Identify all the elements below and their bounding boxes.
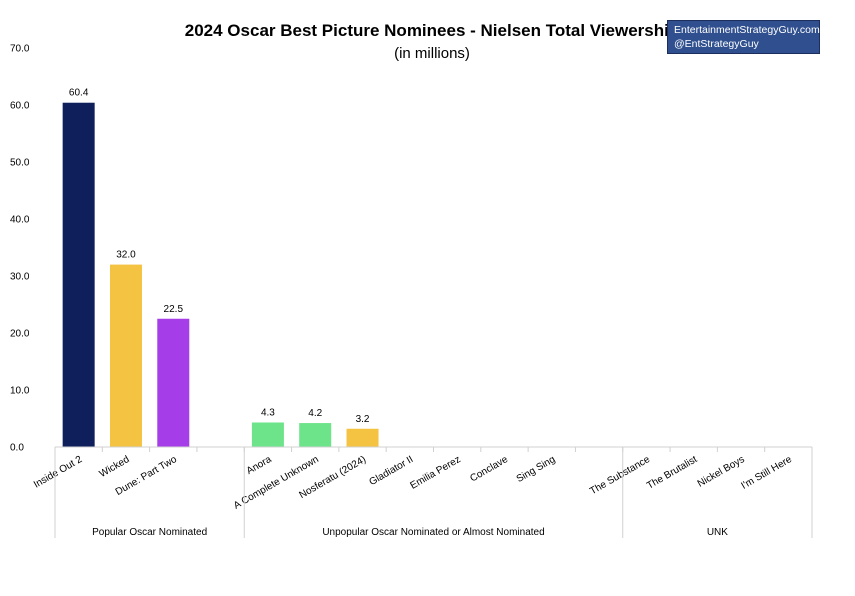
y-tick-label: 20.0 bbox=[10, 329, 30, 340]
group-axis: Popular Oscar Nominated Unpopular Oscar N… bbox=[54, 447, 813, 538]
group-label: UNK bbox=[707, 527, 728, 538]
data-label: 32.0 bbox=[116, 250, 136, 261]
data-label: 4.2 bbox=[308, 408, 322, 419]
bar bbox=[299, 423, 332, 447]
credit-website: EntertainmentStrategyGuy.com bbox=[674, 24, 820, 36]
x-tick-label: The Substance bbox=[588, 454, 652, 497]
x-tick-label: Nickel Boys bbox=[696, 454, 747, 490]
group-label: Popular Oscar Nominated bbox=[92, 527, 207, 538]
chart-title: 2024 Oscar Best Picture Nominees - Niels… bbox=[185, 21, 679, 40]
chart-subtitle: (in millions) bbox=[394, 45, 470, 62]
bar bbox=[346, 428, 379, 447]
group-label: Unpopular Oscar Nominated or Almost Nomi… bbox=[322, 527, 544, 538]
y-tick-label: 60.0 bbox=[10, 101, 30, 112]
x-tick-label: Inside Out 2 bbox=[32, 454, 85, 491]
x-tick-label: A Complete Unknown bbox=[232, 454, 321, 512]
y-tick-label: 70.0 bbox=[10, 44, 30, 55]
bar bbox=[251, 422, 284, 447]
y-tick-label: 40.0 bbox=[10, 215, 30, 226]
x-tick-label: The Brutalist bbox=[645, 454, 699, 492]
x-tick-label: Anora bbox=[245, 454, 274, 477]
data-label: 22.5 bbox=[164, 304, 184, 315]
y-tick-label: 10.0 bbox=[10, 386, 30, 397]
data-label: 60.4 bbox=[69, 88, 89, 99]
bar bbox=[157, 318, 190, 447]
x-tick-label: Wicked bbox=[98, 454, 132, 480]
x-tick-label: I'm Still Here bbox=[740, 454, 795, 492]
data-labels: 60.4 32.0 22.5 4.3 4.2 3.2 bbox=[69, 88, 370, 425]
x-tick-label: Emilia Perez bbox=[409, 454, 463, 492]
x-tick-label: Sing Sing bbox=[515, 454, 558, 485]
y-tick-label: 30.0 bbox=[10, 272, 30, 283]
y-axis: 0.0 10.0 20.0 30.0 40.0 50.0 60.0 70.0 bbox=[10, 44, 30, 454]
x-tick-label: Conclave bbox=[468, 454, 510, 485]
credit-box: EntertainmentStrategyGuy.com @EntStrateg… bbox=[667, 20, 820, 54]
bar bbox=[109, 264, 142, 447]
bars bbox=[62, 102, 379, 447]
y-tick-label: 0.0 bbox=[10, 443, 24, 454]
credit-handle: @EntStrategyGuy bbox=[674, 38, 759, 50]
bar bbox=[62, 102, 95, 447]
data-label: 3.2 bbox=[356, 414, 370, 425]
y-tick-label: 50.0 bbox=[10, 158, 30, 169]
data-label: 4.3 bbox=[261, 407, 275, 418]
